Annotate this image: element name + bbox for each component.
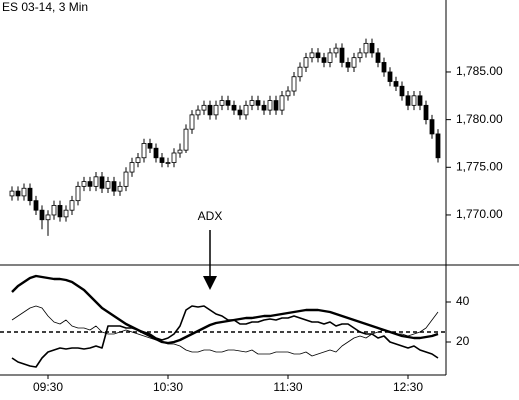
candle-body [363,42,369,54]
candle-body [75,185,81,202]
candle-body [375,52,381,63]
candle-body [297,66,303,78]
candle-body [315,52,321,59]
candle-body [369,42,375,54]
candle-body [123,171,129,187]
x-tick-label: 11:30 [273,380,302,394]
candle-body [177,149,183,154]
candle-body [285,90,291,97]
x-tick-label: 12:30 [393,380,423,394]
candle-body [309,52,315,59]
candle-body [303,57,309,68]
candle-body [429,119,435,135]
candle-body [165,162,171,164]
candle-body [21,187,27,197]
y-tick-label: 40 [456,294,470,308]
candle-body [351,57,357,68]
candle-body [327,52,333,63]
candle-body [33,200,39,211]
y-tick-label: 1,770.00 [456,207,503,221]
candle-body [171,152,177,163]
candle-body [135,157,141,163]
candle-body [333,47,339,54]
y-tick-label: 20 [456,334,470,348]
candle-body [399,85,405,97]
candle-body [87,181,93,187]
indicator-line [11,305,439,368]
candle-body [237,109,243,116]
candle-body [207,104,213,116]
candle-body [387,71,393,82]
candle-body [111,181,117,192]
candle-body [57,205,63,218]
candle-body [81,181,87,187]
chart-title: ES 03-14, 3 Min [2,0,88,14]
candle-body [345,62,351,68]
candle-body [69,200,75,211]
candle-body [189,114,195,130]
candle-body [63,209,69,218]
candle-body [423,104,429,121]
candle-body [417,95,423,106]
candle-body [147,143,153,149]
candle-body [225,100,231,106]
candle-body [153,147,159,159]
x-tick-label: 09:30 [33,380,63,394]
candle-body [183,128,189,151]
candle-body [141,143,147,159]
candle-body [213,104,219,116]
candle-body [219,100,225,106]
candle-body [129,162,135,173]
y-tick-label: 1,775.00 [456,159,503,173]
candle-body [435,133,441,159]
candle-body [267,100,273,111]
candle-body [339,47,345,63]
candle-body [159,157,165,163]
candle-body [93,176,99,187]
candle-body [321,57,327,63]
candle-body [27,187,33,202]
candle-body [9,190,15,197]
candle-body [273,100,279,111]
candle-body [99,176,105,189]
indicator-line [11,274,439,345]
candle-body [117,185,123,192]
candle-body [291,76,297,92]
candle-body [51,205,57,216]
candle-body [201,104,207,111]
candle-body [357,52,363,59]
candle-body [261,104,267,111]
y-tick-label: 1,785.00 [456,64,503,78]
candle-body [243,104,249,116]
candle-body [381,62,387,73]
candle-body [39,209,45,221]
candle-body [249,100,255,106]
candle-body [45,214,51,221]
candle-body [393,81,399,87]
candle-body [279,95,285,111]
candle-body [255,100,261,106]
candle-body [15,190,21,197]
y-tick-label: 1,780.00 [456,112,503,126]
candle-body [405,95,411,106]
x-tick-label: 10:30 [153,380,183,394]
indicator-line [11,305,439,357]
annotation: ADX [198,209,223,223]
candle-body [411,95,417,106]
annotation-arrowhead [203,276,217,290]
candle-body [195,109,201,116]
candle-body [105,181,111,189]
candle-body [231,104,237,111]
